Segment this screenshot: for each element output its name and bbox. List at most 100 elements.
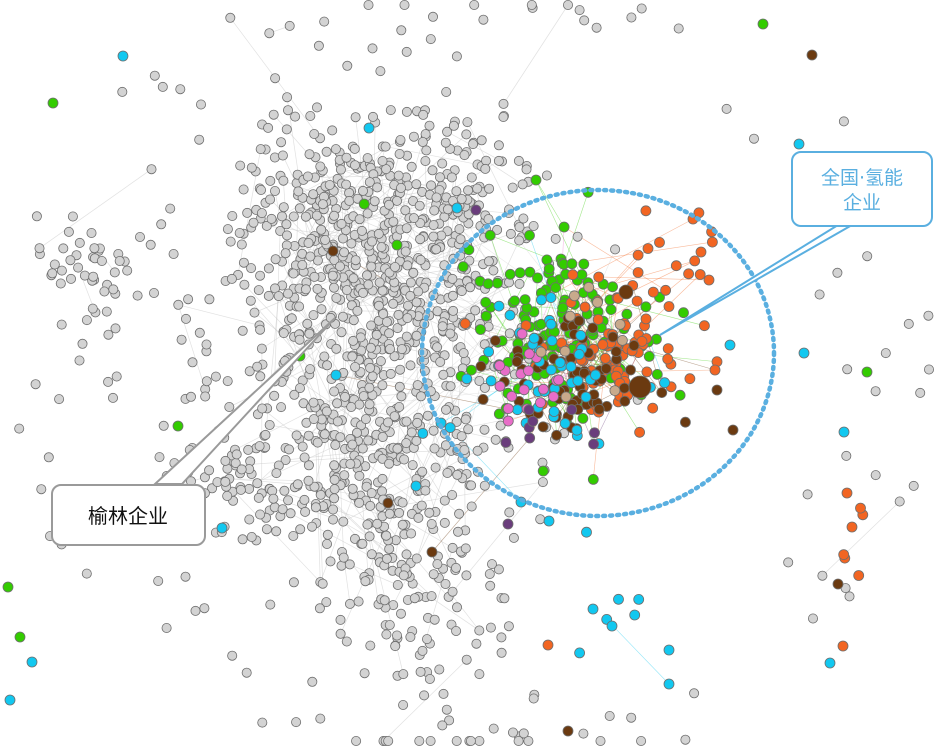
gray-node [246,162,257,173]
gray-node [210,371,221,382]
colored-node [117,50,129,62]
colored-node [489,335,501,347]
gray-node [338,552,349,563]
colored-node [4,694,16,706]
colored-node [693,207,705,219]
gray-node [437,321,448,332]
gray-node [496,632,507,643]
colored-node [543,515,555,527]
gray-node [365,342,376,353]
gray-node [278,328,289,339]
gray-node [417,645,428,656]
gray-node [373,228,384,239]
gray-node [493,564,504,575]
gray-node [399,454,410,465]
gray-node [235,484,246,495]
gray-node [367,111,378,122]
gray-node [364,177,375,188]
colored-node [632,267,644,278]
gray-node [291,717,302,728]
gray-node [366,261,377,272]
gray-node [227,650,238,661]
gray-node [276,137,287,148]
gray-node [369,196,380,207]
gray-node [268,493,279,504]
colored-node [610,346,622,358]
gray-node [505,228,516,239]
colored-node [567,269,579,281]
gray-node [357,538,368,549]
gray-node [415,391,426,402]
gray-node [339,391,350,402]
colored-node [530,174,542,186]
gray-node [513,736,524,746]
gray-node [308,310,319,321]
gray-node [335,164,346,175]
gray-node [257,403,268,414]
colored-node [572,375,584,387]
gray-node [493,140,504,151]
gray-node [224,401,235,412]
gray-node [302,171,313,182]
gray-node [284,20,295,31]
gray-node [176,334,187,345]
colored-node [426,546,438,558]
colored-node [542,639,554,651]
gray-node [445,328,456,339]
colored-node [837,640,849,652]
gray-node [332,398,343,409]
gray-node [264,28,275,39]
graph-edge [393,513,453,549]
gray-node [485,580,496,591]
colored-node [502,415,514,427]
gray-node [269,185,280,196]
gray-node [465,282,476,293]
gray-node [201,376,212,387]
gray-node [392,580,403,591]
gray-node [401,416,412,427]
colored-node [483,346,495,358]
gray-node [329,460,340,471]
colored-node [26,656,38,668]
gray-node [514,235,525,246]
gray-node [146,164,157,175]
gray-node [870,470,881,481]
graph-edge [340,501,400,634]
colored-node [574,647,585,659]
gray-node [880,348,891,359]
gray-node [442,467,453,478]
gray-node [185,391,196,402]
gray-node [360,576,371,587]
colored-node [861,366,873,378]
gray-node [393,170,404,181]
gray-node [503,621,514,632]
gray-node [402,300,413,311]
colored-node [855,502,866,514]
gray-node [626,12,637,23]
gray-node [282,288,293,299]
colored-node [382,497,394,509]
colored-node [573,348,585,360]
gray-node [341,179,352,190]
gray-node [314,603,325,614]
gray-node [406,161,417,172]
gray-node [55,278,66,289]
colored-node [327,245,339,257]
gray-node [356,225,367,236]
gray-node [67,211,78,222]
gray-node [81,568,92,579]
gray-node [832,267,843,278]
colored-node [587,322,599,334]
gray-node [479,480,490,491]
gray-node [447,542,458,553]
gray-node [66,273,77,284]
gray-node [43,452,54,463]
gray-node [222,490,233,501]
gray-node [924,364,934,375]
colored-node [578,367,590,379]
gray-node [402,260,413,271]
gray-node [36,484,47,495]
gray-node [438,688,449,699]
colored-node [523,348,535,360]
gray-node [429,205,440,216]
